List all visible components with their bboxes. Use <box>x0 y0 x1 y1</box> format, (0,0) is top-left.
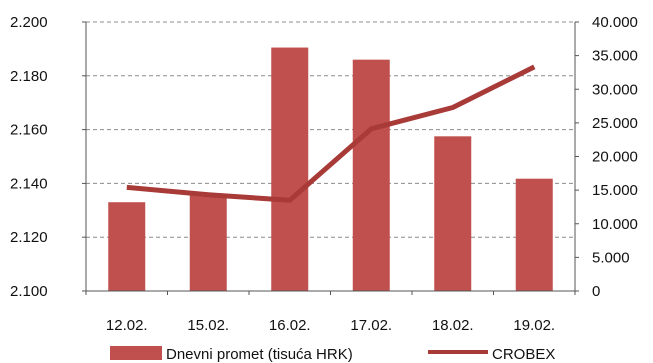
x-tick-label: 12.02. <box>106 317 148 334</box>
left-tick-label: 2.160 <box>10 122 48 139</box>
bar-3 <box>271 47 309 292</box>
bar-4 <box>352 59 390 291</box>
left-tick-label: 2.200 <box>10 14 48 31</box>
left-axis-ticks: 2.100 2.120 2.140 2.160 2.180 2.200 <box>10 14 48 300</box>
x-tick-label: 17.02. <box>350 317 392 334</box>
line-series <box>126 64 536 203</box>
right-tick-label: 10.000 <box>592 216 638 233</box>
right-tick-label: 15.000 <box>592 182 638 199</box>
left-tick-label: 2.120 <box>10 229 48 246</box>
right-tick-label: 0 <box>592 283 600 300</box>
right-tick-label: 30.000 <box>592 81 638 98</box>
right-axis-ticks: 0 5.000 10.000 15.000 20.000 25.000 30.000 35.0… <box>592 14 638 300</box>
left-tick-label: 2.100 <box>10 283 48 300</box>
right-tick-label: 5.000 <box>592 249 630 266</box>
x-tick-label: 18.02. <box>432 317 474 334</box>
right-tick-label: 35.000 <box>592 48 638 65</box>
x-tick-label: 16.02. <box>269 317 311 334</box>
bar-6 <box>515 178 553 291</box>
right-tick-label: 20.000 <box>592 149 638 166</box>
right-tick-label: 25.000 <box>592 115 638 132</box>
left-tick-label: 2.140 <box>10 175 48 192</box>
bar-1 <box>108 202 146 291</box>
x-tick-label: 15.02. <box>187 317 229 334</box>
gridlines <box>86 21 575 238</box>
legend-bar-swatch <box>110 346 162 360</box>
x-tick-label: 19.02. <box>513 317 555 334</box>
legend-line-label: CROBEX <box>492 346 555 363</box>
axes <box>82 21 579 295</box>
legend: Dnevni promet (tisuća HRK) CROBEX <box>110 346 555 363</box>
right-tick-label: 40.000 <box>592 14 638 31</box>
x-axis-ticks: 12.02. 15.02. 16.02. 17.02. 18.02. 19.02. <box>106 317 555 334</box>
bar-5 <box>434 136 472 291</box>
bar-series <box>108 47 553 292</box>
crobex-line <box>126 64 536 203</box>
left-tick-label: 2.180 <box>10 68 48 85</box>
legend-bar-label: Dnevni promet (tisuća HRK) <box>166 346 353 363</box>
bar-2 <box>189 194 227 291</box>
